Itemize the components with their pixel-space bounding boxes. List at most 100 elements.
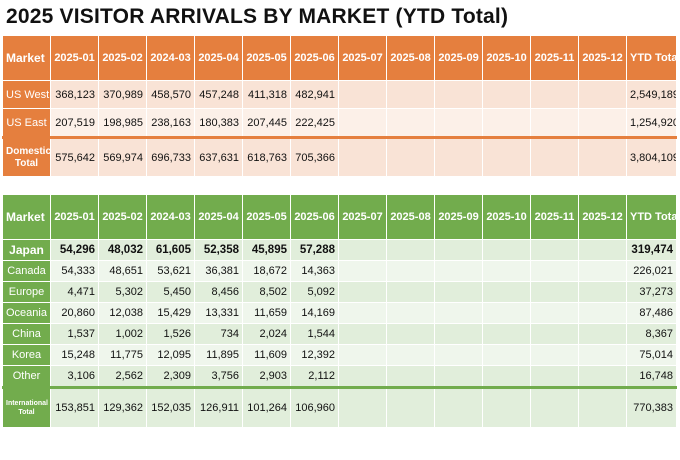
page-title: 2025 VISITOR ARRIVALS BY MARKET (YTD Tot…	[6, 5, 509, 28]
column-header: YTD Total	[626, 194, 677, 240]
table-row: Oceania 20,860 12,038 15,429 13,331 11,659 14,…	[2, 302, 677, 324]
table-cell: 319,474	[626, 239, 677, 261]
table-cell: 370,989	[98, 80, 147, 109]
table-cell: 11,659	[242, 302, 291, 324]
market-label: Domestic Total	[2, 136, 51, 177]
table-cell: 45,895	[242, 239, 291, 261]
market-label: Canada	[2, 260, 51, 282]
market-label: Oceania	[2, 302, 51, 324]
table-cell	[482, 386, 531, 428]
table-cell: 13,331	[194, 302, 243, 324]
table-cell	[386, 260, 435, 282]
table-cell: 75,014	[626, 344, 677, 366]
table-cell	[434, 239, 483, 261]
column-header: YTD Total	[626, 35, 677, 81]
column-header: 2025-04	[194, 35, 243, 81]
column-header: 2025-01	[50, 194, 99, 240]
table-cell: 126,911	[194, 386, 243, 428]
table-cell: 696,733	[146, 136, 195, 177]
table-cell: 1,002	[98, 323, 147, 345]
table-cell: 5,450	[146, 281, 195, 303]
table-cell	[578, 365, 627, 388]
table-cell: 458,570	[146, 80, 195, 109]
table-cell: 238,163	[146, 108, 195, 138]
table-cell: 153,851	[50, 386, 99, 428]
table-cell: 61,605	[146, 239, 195, 261]
table-cell	[386, 323, 435, 345]
table-cell	[434, 344, 483, 366]
table-cell: 180,383	[194, 108, 243, 138]
table-cell	[482, 239, 531, 261]
international-header-row: Market 2025-01 2025-02 2024-03 2025-04 2025-0…	[2, 194, 677, 240]
table-cell	[386, 108, 435, 138]
table-cell	[578, 136, 627, 177]
table-cell	[338, 281, 387, 303]
table-cell	[482, 260, 531, 282]
table-cell: 129,362	[98, 386, 147, 428]
table-cell: 14,169	[290, 302, 339, 324]
column-header: 2025-09	[434, 194, 483, 240]
table-cell: 1,254,920	[626, 108, 677, 138]
table-cell: 53,621	[146, 260, 195, 282]
table-cell	[482, 344, 531, 366]
total-row: International Total 153,851 129,362 152,035…	[2, 386, 677, 428]
table-cell: 15,429	[146, 302, 195, 324]
table-cell	[338, 386, 387, 428]
table-cell: 457,248	[194, 80, 243, 109]
table-cell: 575,642	[50, 136, 99, 177]
table-cell: 226,021	[626, 260, 677, 282]
column-header: 2025-02	[98, 35, 147, 81]
table-cell: 52,358	[194, 239, 243, 261]
table-cell: 411,318	[242, 80, 291, 109]
table-cell	[482, 108, 531, 138]
table-cell	[386, 80, 435, 109]
domestic-header-row: Market 2025-01 2025-02 2024-03 2025-04 2025-0…	[2, 35, 677, 81]
table-cell: 48,651	[98, 260, 147, 282]
table-cell	[578, 80, 627, 109]
table-cell	[578, 344, 627, 366]
table-cell: 16,748	[626, 365, 677, 388]
table-cell: 207,445	[242, 108, 291, 138]
table-cell: 14,363	[290, 260, 339, 282]
market-label: Europe	[2, 281, 51, 303]
table-cell: 12,095	[146, 344, 195, 366]
table-cell: 5,302	[98, 281, 147, 303]
table-cell	[338, 80, 387, 109]
table-cell	[338, 302, 387, 324]
table-row: Europe 4,471 5,302 5,450 8,456 8,502 5,092 37,2…	[2, 281, 677, 303]
table-cell	[386, 239, 435, 261]
table-cell	[482, 365, 531, 388]
table-cell	[386, 136, 435, 177]
table-cell	[386, 365, 435, 388]
market-column-header: Market	[2, 35, 51, 81]
table-cell: 8,456	[194, 281, 243, 303]
table-row: China 1,537 1,002 1,526 734 2,024 1,544 8,367	[2, 323, 677, 345]
table-cell: 11,609	[242, 344, 291, 366]
table-cell	[338, 365, 387, 388]
table-cell	[578, 302, 627, 324]
table-cell	[530, 386, 579, 428]
table-cell	[338, 239, 387, 261]
table-cell: 770,383	[626, 386, 677, 428]
table-cell	[386, 302, 435, 324]
table-cell	[578, 323, 627, 345]
table-row: Canada 54,333 48,651 53,621 36,381 18,672 14,3…	[2, 260, 677, 282]
table-cell	[338, 260, 387, 282]
table-cell	[434, 386, 483, 428]
table-cell: 2,309	[146, 365, 195, 388]
table-cell: 101,264	[242, 386, 291, 428]
table-cell: 734	[194, 323, 243, 345]
table-cell: 2,112	[290, 365, 339, 388]
table-row: Other 3,106 2,562 2,309 3,756 2,903 2,112 16,74…	[2, 365, 677, 388]
table-cell: 222,425	[290, 108, 339, 138]
column-header: 2025-12	[578, 194, 627, 240]
table-cell: 36,381	[194, 260, 243, 282]
table-cell: 11,895	[194, 344, 243, 366]
table-cell: 618,763	[242, 136, 291, 177]
table-cell: 152,035	[146, 386, 195, 428]
market-label: International Total	[2, 386, 51, 428]
table-cell	[578, 281, 627, 303]
table-cell: 20,860	[50, 302, 99, 324]
market-label: US East	[2, 108, 51, 138]
column-header: 2025-11	[530, 194, 579, 240]
